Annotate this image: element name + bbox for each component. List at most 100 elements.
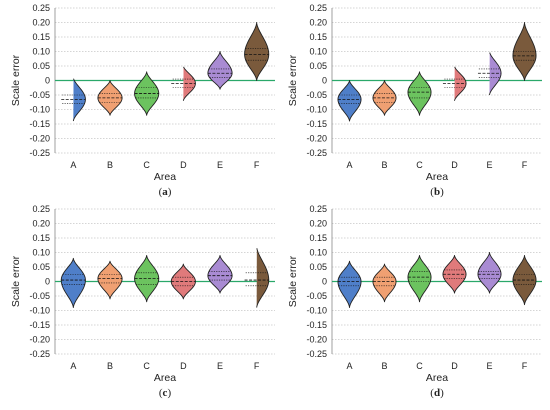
y-tick-label: 0.05 — [32, 262, 50, 272]
y-tick-label: 0.10 — [309, 47, 327, 57]
y-tick-label: -0.15 — [29, 119, 50, 129]
x-tick-label: E — [217, 361, 223, 371]
y-tick-label: 0.15 — [309, 32, 327, 42]
violin-A — [337, 80, 362, 122]
x-tick-label: A — [346, 361, 352, 371]
panel-caption: (a) — [159, 186, 172, 198]
y-tick-label: 0.15 — [32, 233, 50, 243]
x-tick-label: B — [381, 160, 387, 170]
y-tick-label: -0.10 — [306, 105, 327, 115]
y-tick-label: 0.05 — [32, 61, 50, 71]
violin-E — [207, 254, 233, 294]
x-tick-label: F — [522, 361, 528, 371]
y-axis-label: Scale error — [287, 54, 299, 106]
x-axis-label: Area — [154, 171, 176, 183]
violin-B — [97, 260, 123, 300]
y-tick-label: -0.15 — [29, 320, 50, 330]
violin-A — [60, 257, 86, 309]
y-tick-label: -0.05 — [306, 90, 327, 100]
x-tick-label: D — [180, 160, 187, 170]
x-tick-label: A — [70, 160, 76, 170]
y-tick-label: -0.25 — [29, 148, 50, 158]
violin-C — [134, 71, 160, 116]
panel-caption: (b) — [430, 186, 444, 198]
y-tick-label: 0 — [322, 277, 327, 287]
y-tick-label: -0.25 — [306, 349, 327, 359]
y-tick-label: 0.25 — [32, 3, 50, 13]
x-tick-label: E — [486, 160, 492, 170]
y-tick-label: -0.05 — [29, 90, 50, 100]
panel-caption: (d) — [430, 387, 444, 399]
y-tick-label: -0.10 — [29, 306, 50, 316]
chart-panel-1: 0.25 0.20 0.15 0.10 0.05 0 -0.05 -0.10 -0.15 -0.2… — [10, 3, 275, 198]
x-tick-label: D — [451, 160, 458, 170]
y-tick-label: 0.10 — [309, 248, 327, 258]
y-tick-label: -0.05 — [29, 291, 50, 301]
y-tick-label: -0.25 — [306, 148, 327, 158]
violin-A — [72, 78, 86, 122]
chart-panel-4: 0.25 0.20 0.15 0.10 0.05 0 -0.05 -0.10 -0.15 -0.2… — [287, 204, 542, 399]
y-tick-label: 0.25 — [309, 3, 327, 13]
x-tick-label: F — [522, 160, 528, 170]
violin-F — [244, 22, 270, 81]
x-tick-label: E — [217, 160, 223, 170]
y-tick-label: -0.15 — [306, 320, 327, 330]
panel-caption: (c) — [159, 387, 172, 399]
y-tick-label: -0.10 — [306, 306, 327, 316]
violin-B — [372, 263, 397, 303]
y-tick-label: -0.05 — [306, 291, 327, 301]
y-tick-label: 0.20 — [32, 18, 50, 28]
chart-panel-3: 0.25 0.20 0.15 0.10 0.05 0 -0.05 -0.10 -0.15 -0.2… — [10, 204, 275, 399]
violin-C — [407, 71, 432, 116]
x-tick-label: D — [180, 361, 187, 371]
x-axis-label: Area — [426, 171, 448, 183]
x-tick-label: B — [107, 160, 113, 170]
y-axis-label: Scale error — [10, 255, 22, 307]
violin-B — [97, 80, 123, 116]
y-tick-label: 0.25 — [32, 204, 50, 214]
x-tick-label: B — [107, 361, 113, 371]
violin-C — [407, 254, 432, 303]
y-tick-label: -0.20 — [306, 134, 327, 144]
x-tick-label: A — [70, 361, 76, 371]
x-tick-label: A — [346, 160, 352, 170]
x-tick-label: C — [143, 160, 150, 170]
y-tick-label: 0.05 — [309, 262, 327, 272]
y-tick-label: -0.15 — [306, 119, 327, 129]
y-tick-label: 0 — [45, 277, 50, 287]
violin-F — [512, 22, 537, 81]
y-tick-label: 0.20 — [309, 219, 327, 229]
y-tick-label: 0.20 — [32, 219, 50, 229]
y-tick-label: 0 — [45, 76, 50, 86]
y-tick-label: -0.25 — [29, 349, 50, 359]
y-tick-label: 0.20 — [309, 18, 327, 28]
y-axis-label: Scale error — [10, 54, 22, 106]
x-tick-label: E — [486, 361, 492, 371]
violin-D — [454, 66, 467, 101]
x-tick-label: D — [451, 361, 458, 371]
violin-E — [489, 52, 502, 96]
x-tick-label: C — [416, 160, 423, 170]
x-tick-label: F — [254, 361, 260, 371]
violin-E — [477, 252, 502, 294]
y-tick-label: -0.10 — [29, 105, 50, 115]
violin-D — [170, 263, 196, 300]
y-tick-label: 0.10 — [32, 248, 50, 258]
x-axis-label: Area — [426, 372, 448, 384]
chart-panel-2: 0.25 0.20 0.15 0.10 0.05 0 -0.05 -0.10 -0.15 -0.2… — [287, 3, 542, 198]
y-tick-label: 0.05 — [309, 61, 327, 71]
y-axis-label: Scale error — [287, 255, 299, 307]
violin-D — [182, 66, 196, 101]
y-tick-label: 0.15 — [309, 233, 327, 243]
y-tick-label: 0 — [322, 76, 327, 86]
x-tick-label: B — [381, 361, 387, 371]
y-tick-label: 0.15 — [32, 32, 50, 42]
y-tick-label: -0.20 — [29, 335, 50, 345]
violin-C — [134, 254, 160, 303]
y-tick-label: -0.20 — [306, 335, 327, 345]
violin-F — [256, 248, 270, 308]
x-tick-label: F — [254, 160, 260, 170]
x-tick-label: C — [416, 361, 423, 371]
